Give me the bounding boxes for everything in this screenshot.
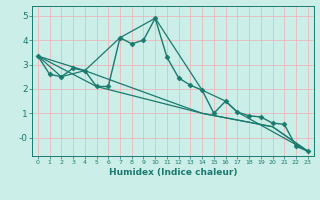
X-axis label: Humidex (Indice chaleur): Humidex (Indice chaleur) xyxy=(108,168,237,177)
